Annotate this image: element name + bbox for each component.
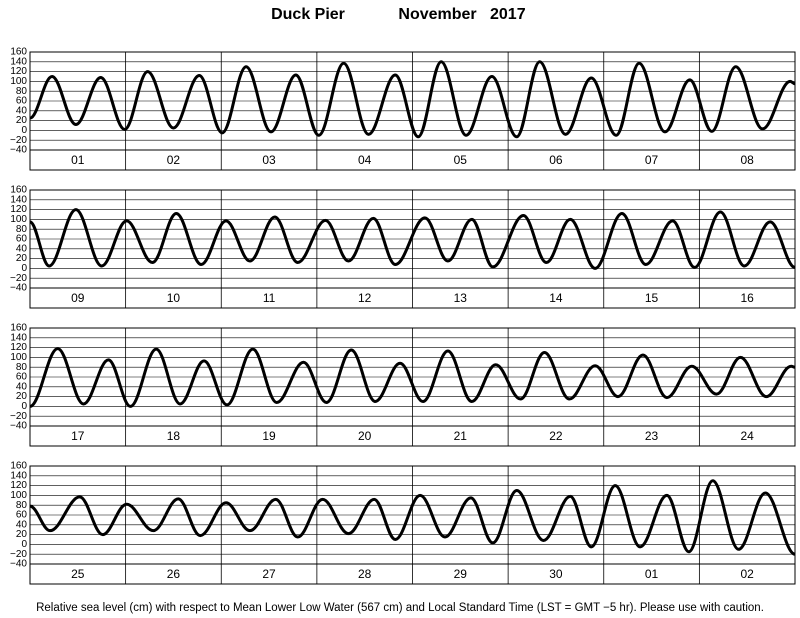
y-tick-label: −20 (10, 411, 27, 422)
panel-frame (29, 327, 796, 447)
y-tick-label: 80 (16, 362, 28, 373)
day-label: 24 (741, 429, 755, 443)
y-tick-label: 0 (21, 263, 27, 274)
y-tick-label: 160 (10, 461, 27, 472)
y-tick-label: 120 (10, 204, 27, 215)
y-tick-label: 40 (16, 381, 28, 392)
y-tick-label: 140 (10, 194, 27, 205)
day-label: 30 (549, 567, 563, 581)
y-tick-label: 40 (16, 519, 28, 530)
day-label: 05 (454, 153, 468, 167)
day-label: 03 (262, 153, 276, 167)
day-label: 23 (645, 429, 659, 443)
y-tick-label: 120 (10, 66, 27, 77)
day-label: 17 (71, 429, 85, 443)
y-tick-label: 0 (21, 401, 27, 412)
panel-frame (29, 465, 796, 585)
y-tick-label: 100 (10, 76, 27, 87)
y-tick-label: 100 (10, 352, 27, 363)
day-label: 01 (645, 567, 659, 581)
y-tick-label: 0 (21, 539, 27, 550)
y-tick-label: 140 (10, 56, 27, 67)
day-label: 02 (167, 153, 181, 167)
tide-line (29, 347, 796, 408)
day-label: 26 (167, 567, 181, 581)
y-tick-label: −20 (10, 549, 27, 560)
y-tick-label: −40 (10, 283, 27, 294)
tide-line (29, 479, 796, 556)
y-tick-label: 20 (16, 529, 28, 540)
y-tick-label: 120 (10, 480, 27, 491)
day-label: 16 (741, 291, 755, 305)
day-label: 19 (262, 429, 276, 443)
y-tick-label: 160 (10, 185, 27, 196)
y-tick-label: 20 (16, 115, 28, 126)
y-tick-label: −20 (10, 273, 27, 284)
day-label: 21 (454, 429, 468, 443)
y-tick-label: −40 (10, 145, 27, 156)
day-label: 12 (358, 291, 372, 305)
y-tick-label: −20 (10, 135, 27, 146)
day-label: 22 (549, 429, 563, 443)
day-label: 27 (262, 567, 276, 581)
day-label: 15 (645, 291, 659, 305)
day-label: 14 (549, 291, 563, 305)
y-tick-label: 160 (10, 323, 27, 334)
y-tick-label: 60 (16, 234, 28, 245)
day-label: 10 (167, 291, 181, 305)
footer-note: Relative sea level (cm) with respect to … (36, 602, 764, 614)
y-tick-label: 140 (10, 470, 27, 481)
y-tick-label: 60 (16, 372, 28, 383)
day-label: 01 (71, 153, 85, 167)
y-tick-label: 80 (16, 224, 28, 235)
day-label: 02 (741, 567, 755, 581)
chart-subtitle: November 2017 (398, 6, 525, 23)
panel-frame (29, 51, 796, 171)
tide-line (29, 60, 796, 139)
y-tick-label: 0 (21, 125, 27, 136)
y-tick-label: 20 (16, 253, 28, 264)
y-tick-label: 100 (10, 490, 27, 501)
y-tick-label: 160 (10, 47, 27, 58)
y-tick-label: 60 (16, 96, 28, 107)
chart-title: Duck Pier (271, 6, 345, 23)
y-tick-label: −40 (10, 559, 27, 570)
day-label: 06 (549, 153, 563, 167)
panel-frame (29, 189, 796, 309)
y-tick-label: 80 (16, 86, 28, 97)
day-label: 29 (454, 567, 468, 581)
day-label: 08 (741, 153, 755, 167)
y-tick-label: 40 (16, 243, 28, 254)
y-tick-label: 40 (16, 105, 28, 116)
day-label: 25 (71, 567, 85, 581)
day-label: 28 (358, 567, 372, 581)
day-label: 20 (358, 429, 372, 443)
y-tick-label: 20 (16, 391, 28, 402)
y-tick-label: 100 (10, 214, 27, 225)
day-label: 09 (71, 291, 85, 305)
y-tick-label: 60 (16, 510, 28, 521)
y-tick-label: 140 (10, 332, 27, 343)
day-label: 11 (263, 291, 276, 305)
day-label: 13 (454, 291, 468, 305)
y-tick-label: 120 (10, 342, 27, 353)
y-tick-label: 80 (16, 500, 28, 511)
day-label: 07 (645, 153, 659, 167)
y-tick-label: −40 (10, 421, 27, 432)
day-label: 18 (167, 429, 181, 443)
tide-line (29, 208, 796, 270)
day-label: 04 (358, 153, 372, 167)
